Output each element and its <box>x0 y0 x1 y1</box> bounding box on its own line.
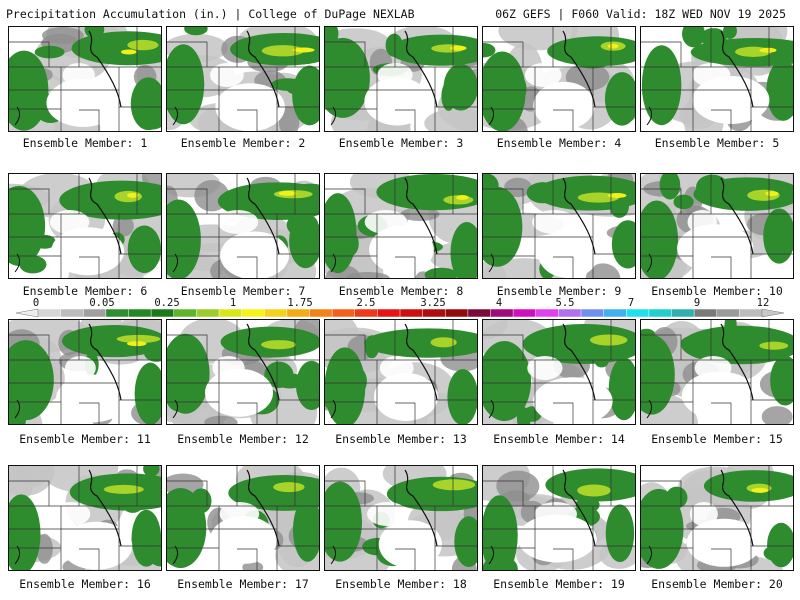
ensemble-member-label: Ensemble Member: 7 <box>180 284 306 298</box>
colorbar-tick-label: 3.25 <box>420 297 446 309</box>
colorbar-tick-label: 1.75 <box>287 297 313 309</box>
colorbar-swatch <box>739 308 763 318</box>
ensemble-member-label: Ensemble Member: 2 <box>180 136 306 150</box>
colorbar-swatch <box>716 308 741 318</box>
ensemble-member-label: Ensemble Member: 4 <box>496 136 622 150</box>
colorbar-swatch <box>150 308 175 318</box>
colorbar-swatch <box>512 308 537 318</box>
ensemble-member-label: Ensemble Member: 15 <box>651 432 783 446</box>
ensemble-member-map <box>166 319 320 425</box>
model-valid-time: 06Z GEFS | F060 Valid: 18Z WED NOV 19 20… <box>495 7 786 21</box>
ensemble-member-map <box>8 319 162 425</box>
ensemble-member-map <box>482 26 636 132</box>
ensemble-member-label: Ensemble Member: 1 <box>22 136 148 150</box>
ensemble-member-label: Ensemble Member: 19 <box>493 577 625 591</box>
colorbar-swatch <box>422 308 446 318</box>
colorbar-swatch <box>105 308 130 318</box>
colorbar-swatch <box>264 308 288 318</box>
colorbar-tick-label: 0.05 <box>89 297 115 309</box>
ensemble-member-label: Ensemble Member: 14 <box>493 432 625 446</box>
colorbar-swatch <box>309 308 333 318</box>
colorbar-swatch <box>580 308 605 318</box>
colorbar-tick-label: 4 <box>495 297 503 309</box>
colorbar-swatch <box>83 308 107 318</box>
precipitation-colorbar <box>15 308 785 318</box>
ensemble-member-map <box>482 465 636 571</box>
colorbar-swatch <box>558 308 582 318</box>
colorbar-swatch <box>173 308 198 318</box>
ensemble-member-map <box>166 173 320 279</box>
ensemble-member-label: Ensemble Member: 18 <box>335 577 467 591</box>
ensemble-member-map <box>640 26 794 132</box>
ensemble-member-label: Ensemble Member: 12 <box>177 432 309 446</box>
ensemble-member-map <box>324 465 478 571</box>
ensemble-member-label: Ensemble Member: 3 <box>338 136 464 150</box>
colorbar-tick-label: 1 <box>229 297 237 309</box>
ensemble-member-label: Ensemble Member: 16 <box>19 577 151 591</box>
ensemble-member-label: Ensemble Member: 20 <box>651 577 783 591</box>
ensemble-member-map <box>166 465 320 571</box>
ensemble-member-label: Ensemble Member: 11 <box>19 432 151 446</box>
colorbar-swatch <box>128 308 152 318</box>
colorbar-right-arrow <box>761 308 785 318</box>
colorbar-tick-label: 0.25 <box>154 297 180 309</box>
ensemble-member-label: Ensemble Member: 10 <box>651 284 783 298</box>
colorbar-tick-label: 12 <box>756 297 770 309</box>
ensemble-member-map <box>166 26 320 132</box>
ensemble-member-map <box>482 319 636 425</box>
colorbar-swatch <box>490 308 514 318</box>
colorbar-swatch <box>241 308 265 318</box>
colorbar-swatch <box>377 308 401 318</box>
ensemble-member-map <box>640 173 794 279</box>
colorbar-swatch <box>693 308 718 318</box>
colorbar-swatch <box>445 308 469 318</box>
colorbar-left-arrow <box>15 308 39 318</box>
colorbar-swatch <box>671 308 695 318</box>
ensemble-member-map <box>482 173 636 279</box>
colorbar-tick-label: 0 <box>32 297 40 309</box>
colorbar-swatch <box>626 308 650 318</box>
colorbar-swatch <box>286 308 311 318</box>
colorbar-tick-label: 7 <box>627 297 635 309</box>
colorbar-tick-label: 5.5 <box>555 297 575 309</box>
ensemble-member-label: Ensemble Member: 9 <box>496 284 622 298</box>
colorbar-swatch <box>196 308 220 318</box>
ensemble-member-label: Ensemble Member: 13 <box>335 432 467 446</box>
colorbar-swatch <box>331 308 356 318</box>
colorbar-swatch <box>399 308 424 318</box>
colorbar-tick-label: 2.5 <box>356 297 376 309</box>
ensemble-member-label: Ensemble Member: 17 <box>177 577 309 591</box>
ensemble-member-map <box>640 319 794 425</box>
colorbar-swatch <box>37 308 62 318</box>
colorbar-swatch <box>603 308 627 318</box>
ensemble-member-label: Ensemble Member: 6 <box>22 284 148 298</box>
colorbar-swatch <box>648 308 673 318</box>
ensemble-member-map <box>324 26 478 132</box>
colorbar-swatch <box>535 308 560 318</box>
colorbar-swatch <box>467 308 492 318</box>
ensemble-member-map <box>324 319 478 425</box>
colorbar-tick-label: 9 <box>693 297 701 309</box>
ensemble-member-map <box>8 26 162 132</box>
ensemble-member-map <box>8 173 162 279</box>
colorbar-swatch <box>354 308 379 318</box>
ensemble-member-map <box>8 465 162 571</box>
ensemble-member-map <box>640 465 794 571</box>
ensemble-member-map <box>324 173 478 279</box>
ensemble-member-label: Ensemble Member: 5 <box>654 136 780 150</box>
colorbar-swatch <box>60 308 84 318</box>
map-title: Precipitation Accumulation (in.) | Colle… <box>6 7 415 21</box>
ensemble-member-label: Ensemble Member: 8 <box>338 284 464 298</box>
colorbar-swatch <box>218 308 243 318</box>
